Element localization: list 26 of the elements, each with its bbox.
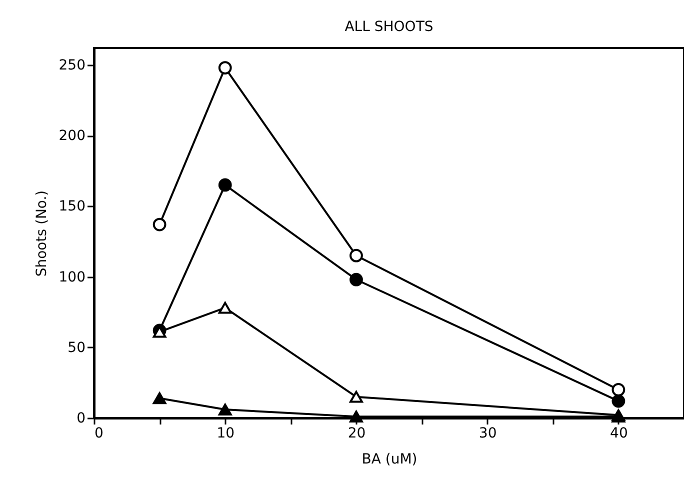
point [350,272,363,286]
x-tick-label: 0 [94,426,104,442]
point [612,394,626,408]
x-tick-label: 10 [216,426,235,442]
y-tick-label: 100 [58,269,86,286]
point [218,302,232,314]
y-tick-label: 200 [58,128,86,144]
x-axis-title: BA (uM) [362,452,418,468]
chart-title: ALL SHOOTS [344,19,434,35]
point [152,218,166,232]
y-tick-label: 50 [68,340,86,356]
point [350,410,363,423]
point [152,392,166,404]
point [350,390,363,403]
x-tick-label: 20 [348,426,366,442]
point [218,404,232,416]
point [218,61,232,74]
x-tick-label: 30 [478,426,497,442]
point [350,248,363,262]
y-tick-label: 0 [76,410,86,426]
point [218,178,232,192]
x-tick-label: 40 [610,426,628,442]
y-axis-title: Shoots (No.) [34,190,50,277]
y-tick-label: 150 [58,198,86,215]
y-tick-label: 250 [58,57,86,74]
point [612,383,626,396]
